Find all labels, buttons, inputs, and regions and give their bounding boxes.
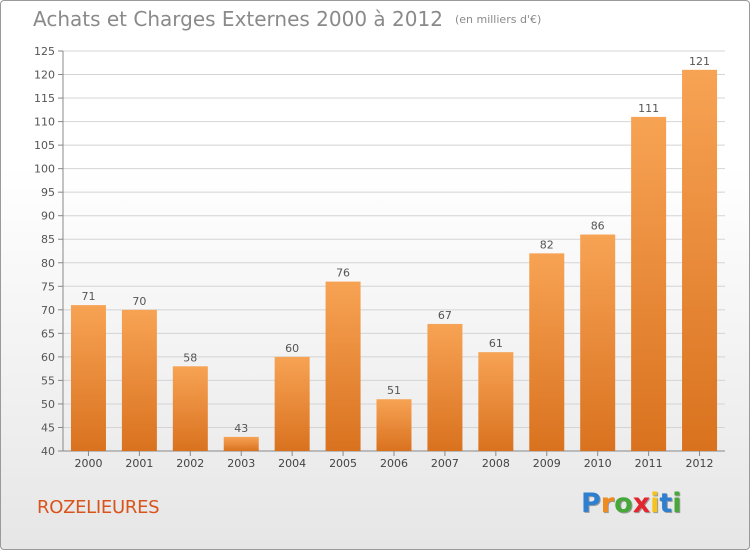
- chart-title: Achats et Charges Externes 2000 à 2012 (e…: [33, 7, 541, 31]
- bar: [631, 116, 667, 451]
- x-tick-label: 2008: [482, 457, 510, 470]
- labels: 2000 71 2001 70 2002 58 2003 43 2004 60 2005 76 2006…: [74, 55, 713, 470]
- bar: [274, 356, 310, 451]
- y-tick-label: 65: [41, 327, 55, 340]
- y-tick-label: 80: [41, 257, 55, 270]
- data-label: 76: [336, 267, 350, 280]
- data-label: 60: [285, 342, 299, 355]
- x-tick-label: 2011: [635, 457, 663, 470]
- x-tick-label: 2009: [533, 457, 561, 470]
- y-tick-label: 115: [34, 92, 55, 105]
- logo-letter: i: [650, 488, 660, 519]
- y-tick-label: 110: [34, 116, 55, 129]
- y-tick-label: 125: [34, 45, 55, 58]
- y-tick-label: 70: [41, 304, 55, 317]
- y-tick-label: 40: [41, 445, 55, 458]
- data-label: 82: [540, 238, 554, 251]
- logo-letter: r: [600, 488, 615, 519]
- data-label: 61: [489, 337, 503, 350]
- x-tick-label: 2012: [686, 457, 714, 470]
- y-tick-label: 90: [41, 210, 55, 223]
- y-tick-label: 60: [41, 351, 55, 364]
- y-tick-label: 100: [34, 163, 55, 176]
- bar: [172, 366, 208, 451]
- logo-letter: o: [614, 488, 633, 519]
- data-label: 43: [234, 422, 248, 435]
- bar: [478, 352, 514, 451]
- x-tick-label: 2002: [176, 457, 204, 470]
- data-label: 71: [81, 290, 95, 303]
- y-tick-label: 95: [41, 186, 55, 199]
- data-label: 67: [438, 309, 452, 322]
- bar: [121, 309, 157, 451]
- proxiti-logo: Proxiti: [581, 488, 682, 519]
- x-tick-label: 2005: [329, 457, 357, 470]
- data-label: 121: [689, 55, 710, 68]
- x-tick-label: 2000: [74, 457, 102, 470]
- y-tick-label: 50: [41, 398, 55, 411]
- data-label: 70: [132, 295, 146, 308]
- commune-name: ROZELIEURES: [37, 497, 160, 518]
- chart-title-text: Achats et Charges Externes 2000 à 2012: [33, 7, 443, 31]
- bar: [529, 253, 565, 451]
- bar: [427, 323, 463, 451]
- logo-letter: t: [659, 488, 673, 519]
- x-tick-label: 2006: [380, 457, 408, 470]
- data-label: 86: [591, 220, 605, 233]
- y-tick-label: 105: [34, 139, 55, 152]
- y-tick-label: 75: [41, 280, 55, 293]
- logo-letter: P: [581, 488, 601, 519]
- x-tick-label: 2003: [227, 457, 255, 470]
- y-tick-label: 55: [41, 374, 55, 387]
- bars: [70, 69, 718, 451]
- data-label: 51: [387, 384, 401, 397]
- y-tick-label: 120: [34, 69, 55, 82]
- y-tick-label: 85: [41, 233, 55, 246]
- logo-letter: i: [672, 488, 682, 519]
- bar: [325, 281, 361, 451]
- x-tick-label: 2004: [278, 457, 306, 470]
- bar: [682, 69, 718, 451]
- bar: [223, 436, 259, 451]
- bar: [580, 234, 616, 451]
- y-tick-label: 45: [41, 421, 55, 434]
- bar: [376, 399, 412, 451]
- logo-letter: x: [632, 488, 651, 519]
- x-tick-label: 2001: [125, 457, 153, 470]
- data-label: 111: [638, 102, 659, 115]
- x-tick-label: 2010: [584, 457, 612, 470]
- x-tick-label: 2007: [431, 457, 459, 470]
- chart-unit-label: (en milliers d'€): [454, 13, 542, 26]
- data-label: 58: [183, 351, 197, 364]
- bar: [70, 305, 106, 451]
